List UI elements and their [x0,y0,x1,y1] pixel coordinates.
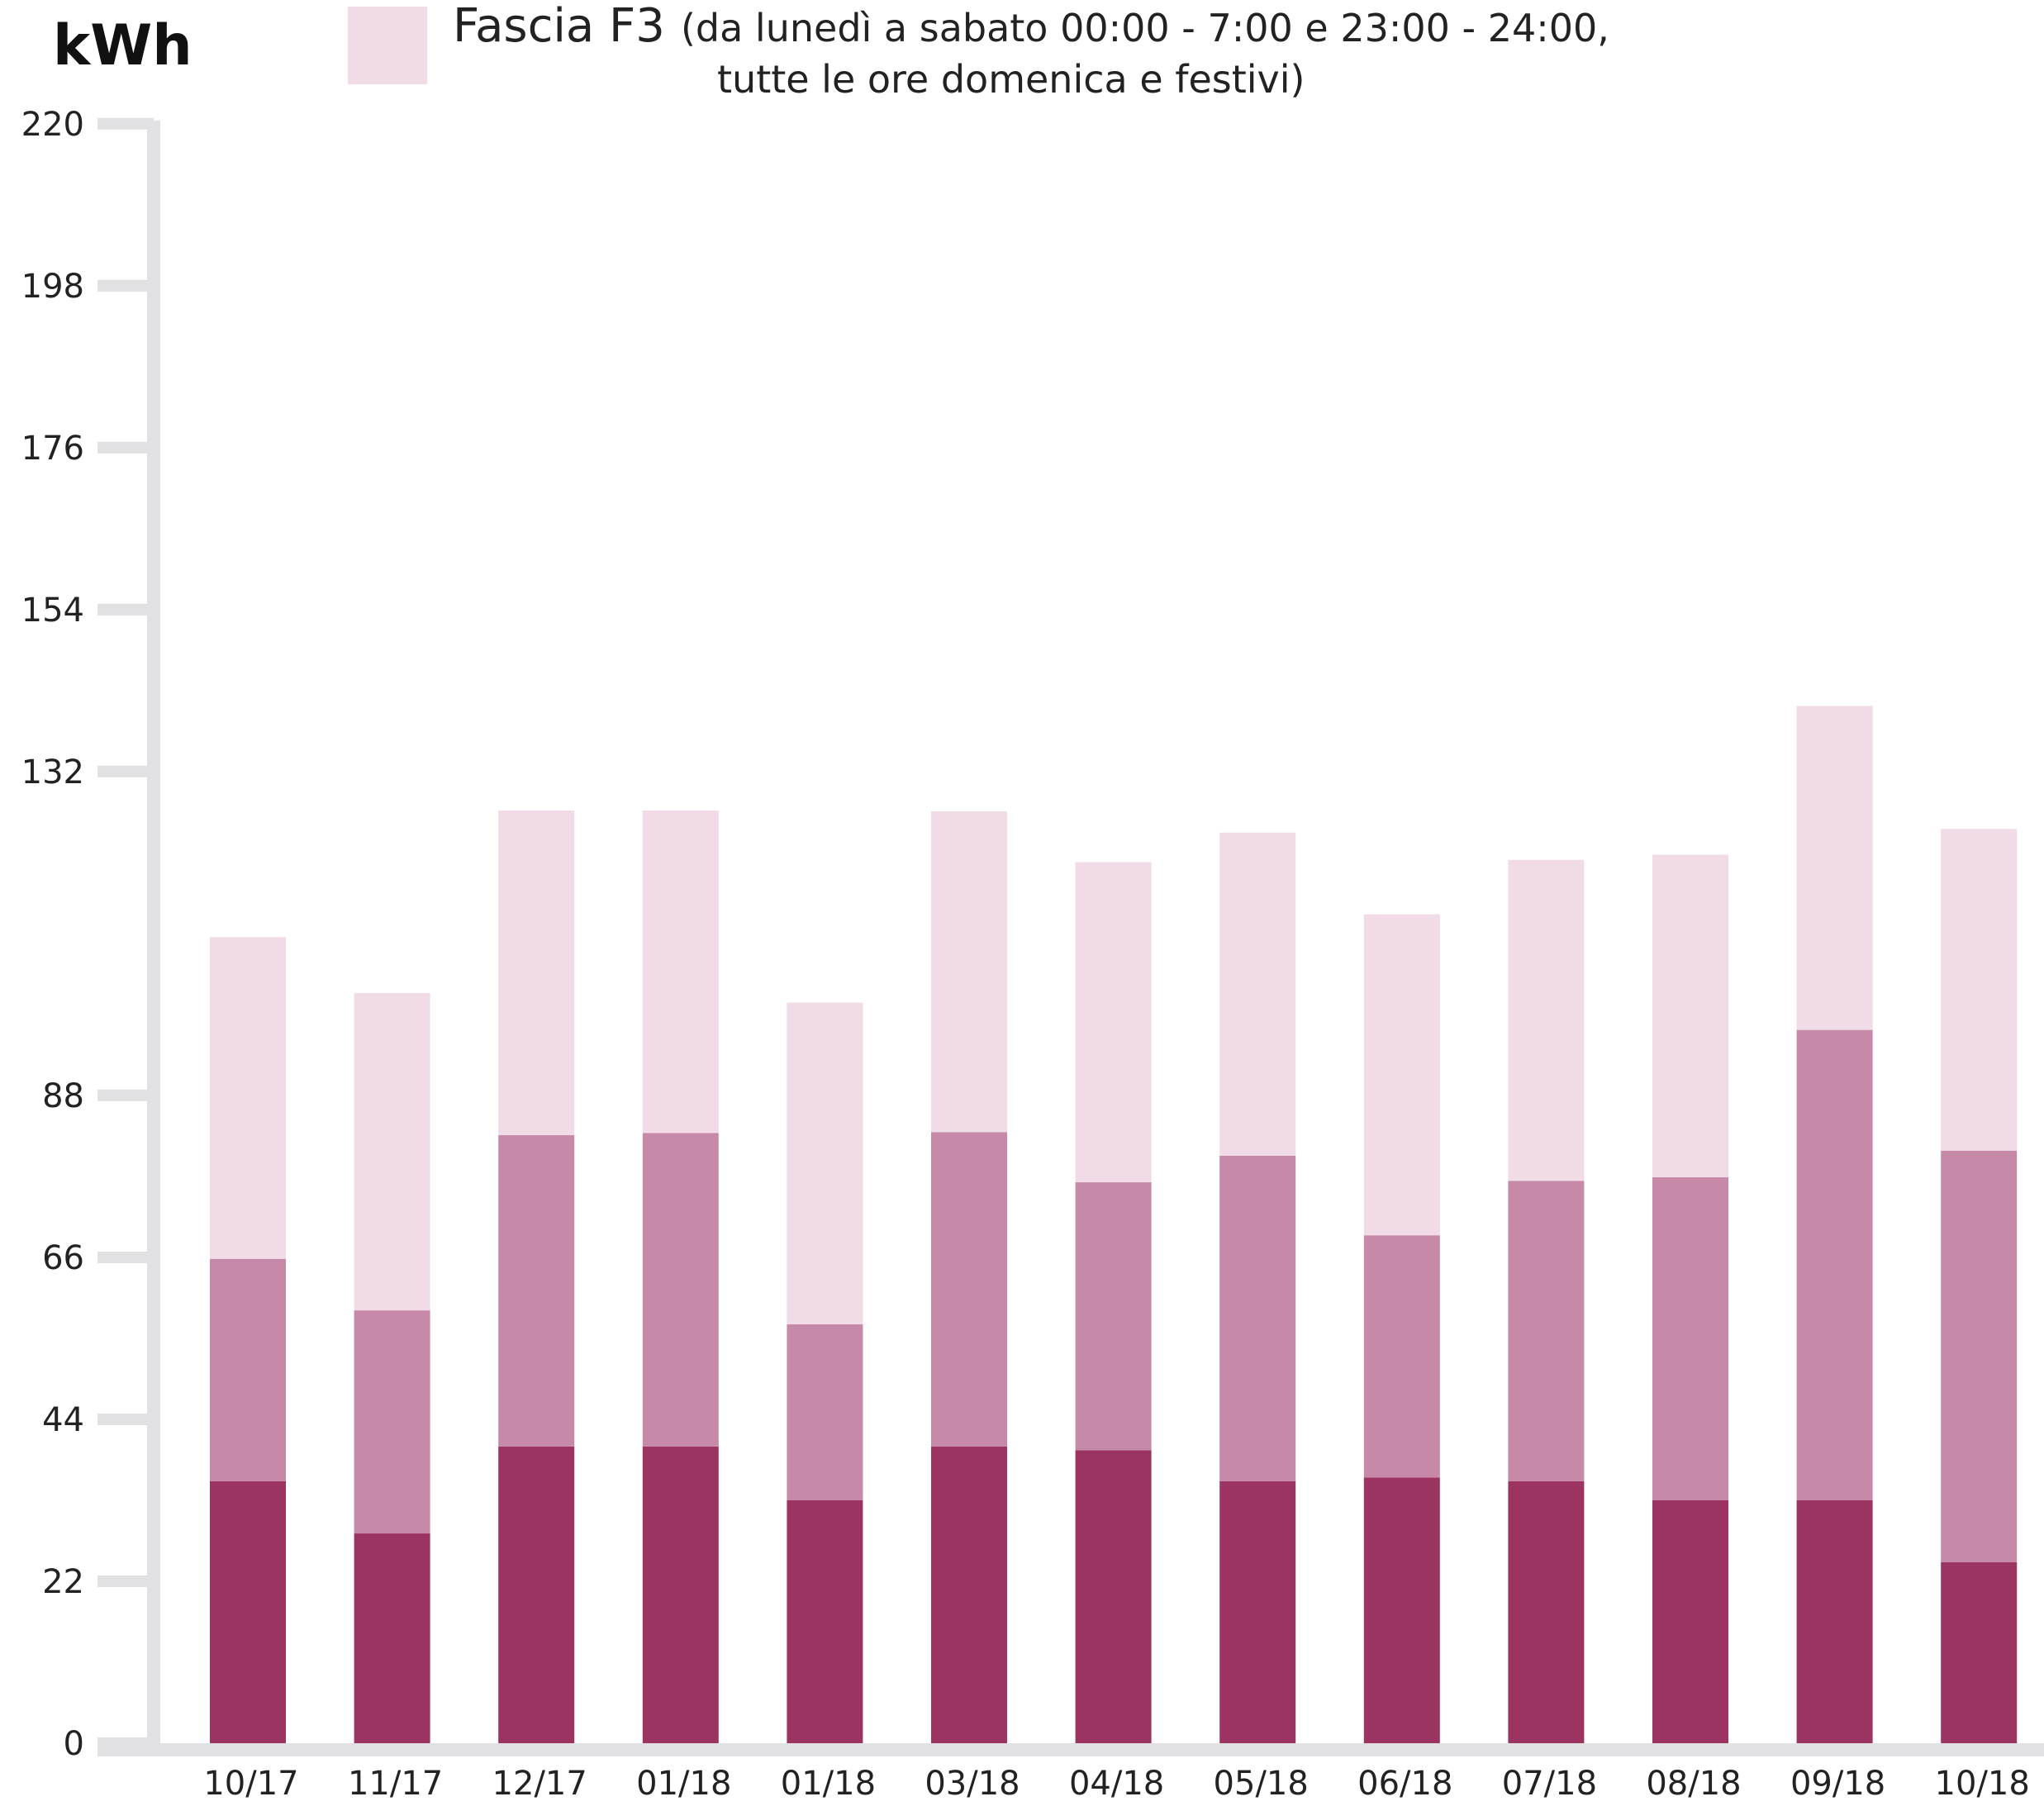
bar-segment-3-13 [1941,829,2018,1151]
bar-segment-3-6 [931,810,1007,1133]
bar-segment-1-10 [1508,1480,1585,1743]
bar-segment-1-3 [498,1446,575,1743]
bar-segment-2-9 [1363,1235,1440,1478]
bar-segment-1-1 [210,1480,286,1743]
bar-segment-3-1 [210,937,286,1259]
bar-segment-2-4 [642,1133,719,1447]
y-tick-label-198: 198 [21,268,84,306]
bar-segment-2-11 [1652,1176,1728,1500]
bar-segment-1-13 [1941,1561,2018,1743]
bar-segment-3-5 [787,1002,863,1325]
bar-segment-1-11 [1652,1499,1728,1743]
bar-segment-2-7 [1075,1182,1152,1451]
legend-swatch-fascia-f3 [348,7,427,84]
x-tick-label-5: 01/18 [781,1765,876,1803]
y-tick-label-0: 0 [64,1725,84,1763]
bar-segment-3-3 [498,810,575,1136]
x-tick-label-7: 04/18 [1069,1765,1164,1803]
bar-segment-2-3 [498,1135,575,1447]
bar-segment-3-7 [1075,862,1152,1183]
x-tick-label-3: 12/17 [492,1765,587,1803]
bar-segment-1-12 [1796,1499,1873,1743]
legend: Fascia F3 (da lunedì a sabato 00:00 - 7:… [348,0,1609,102]
bar-segment-3-4 [642,810,719,1134]
x-tick-label-12: 09/18 [1790,1765,1885,1803]
legend-label-line1: Fascia F3 (da lunedì a sabato 00:00 - 7:… [453,0,1609,53]
axes: 0 22 44 66 88 132 154 176 198 220 [21,106,2044,1763]
bar-segment-3-2 [354,993,430,1311]
bar-segment-2-6 [931,1132,1007,1447]
bar-segment-1-6 [931,1446,1007,1743]
y-tick-label-154: 154 [21,592,84,630]
bar-segment-2-8 [1219,1155,1296,1481]
bar-segment-3-11 [1652,854,1728,1177]
x-tick-label-11: 08/18 [1646,1765,1741,1803]
bar-segment-1-8 [1219,1480,1296,1743]
x-tick-label-10: 07/18 [1502,1765,1597,1803]
bar-segment-2-2 [354,1310,430,1534]
bar-segment-2-10 [1508,1181,1585,1481]
bar-segment-1-9 [1363,1477,1440,1743]
x-tick-label-2: 11/17 [348,1765,443,1803]
y-unit-label: kWh [53,13,193,78]
y-tick-label-44: 44 [42,1401,84,1439]
bar-segment-3-10 [1508,859,1585,1181]
bar-segment-3-12 [1796,706,1873,1030]
x-tick-label-8: 05/18 [1214,1765,1309,1803]
bar-segment-1-2 [354,1533,430,1743]
bar-segment-1-5 [787,1499,863,1743]
y-tick-label-88: 88 [42,1077,84,1115]
legend-series-name: Fascia F3 [453,0,665,53]
x-tick-label-1: 10/17 [203,1765,298,1803]
x-tick-label-9: 06/18 [1357,1765,1452,1803]
x-tick-label-13: 10/18 [1935,1765,2030,1803]
bar-segment-2-5 [787,1324,863,1500]
legend-detail-line2: tutte le ore domenica e festivi) [717,57,1305,102]
bar-segment-2-12 [1796,1029,1873,1500]
y-tick-label-176: 176 [21,430,84,468]
x-tick-label-6: 03/18 [925,1765,1020,1803]
y-tick-label-66: 66 [42,1239,84,1277]
bars [210,706,2018,1743]
bar-segment-3-9 [1363,914,1440,1236]
bar-segment-2-1 [210,1258,286,1481]
bar-segment-1-4 [642,1446,719,1743]
bar-segment-3-8 [1219,832,1296,1156]
y-tick-label-22: 22 [42,1563,84,1601]
bar-segment-2-13 [1941,1150,2018,1562]
legend-detail-line1: (da lunedì a sabato 00:00 - 7:00 e 23:00… [681,6,1609,50]
x-axis-labels: 10/17 11/17 12/17 01/18 01/18 03/18 04/18 05/18… [203,1765,2029,1803]
bar-segment-1-7 [1075,1450,1152,1743]
y-tick-label-132: 132 [21,753,84,791]
x-tick-label-4: 01/18 [636,1765,731,1803]
y-tick-label-220: 220 [21,106,84,144]
